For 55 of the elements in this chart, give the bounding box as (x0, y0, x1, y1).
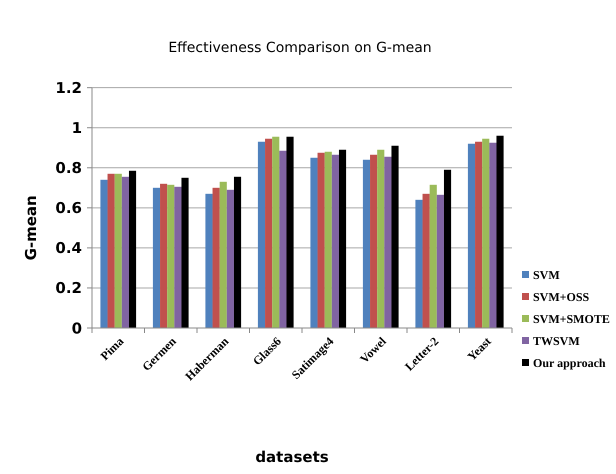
bar (436, 194, 444, 328)
bar (370, 154, 378, 328)
bar (362, 160, 370, 328)
y-tick-label: 0.4 (55, 239, 82, 258)
bar (152, 188, 160, 328)
y-tick-label: 1 (72, 118, 82, 137)
bar (174, 186, 182, 328)
x-axis-title: datasets (255, 448, 329, 466)
legend-label: SVM+SMOTE (533, 312, 610, 326)
legend-label: Our approach (533, 356, 606, 370)
y-tick-label: 0.8 (55, 159, 82, 178)
chart-title: Effectiveness Comparison on G-mean (168, 40, 432, 56)
bar (310, 158, 318, 328)
bar (496, 136, 504, 328)
bar (122, 176, 129, 328)
legend-label: TWSVM (533, 334, 580, 348)
bar (265, 138, 272, 328)
bar (286, 136, 294, 328)
bar (226, 190, 234, 328)
legend-label: SVM+OSS (533, 290, 590, 304)
y-tick-label: 0 (72, 319, 82, 338)
bar (475, 142, 482, 328)
bar (377, 150, 384, 328)
bar (108, 174, 115, 328)
legend-label: SVM (533, 268, 560, 282)
bar (167, 184, 174, 328)
bar (482, 138, 490, 328)
bar (318, 152, 325, 328)
y-tick-label: 0.2 (55, 279, 82, 298)
bar (160, 184, 168, 328)
bar (391, 146, 399, 328)
bar (279, 150, 286, 328)
bar (272, 136, 280, 328)
bar (220, 182, 227, 328)
bar (128, 170, 136, 328)
bar (181, 178, 189, 328)
bar (468, 144, 476, 328)
bar (234, 176, 242, 328)
bar (324, 152, 332, 328)
y-tick-label: 1.2 (55, 78, 82, 97)
bar (258, 142, 266, 328)
bar (415, 200, 423, 328)
bar (205, 194, 213, 328)
bar (332, 154, 339, 328)
bar (114, 174, 122, 328)
bar (338, 150, 346, 328)
bar (100, 180, 108, 328)
y-axis-title: G-mean (22, 195, 40, 260)
y-tick-label: 0.6 (55, 199, 82, 218)
bar (384, 156, 392, 328)
bar (430, 184, 437, 328)
bar (212, 188, 220, 328)
bar (422, 194, 430, 328)
bar (444, 170, 452, 328)
bar (489, 142, 496, 328)
